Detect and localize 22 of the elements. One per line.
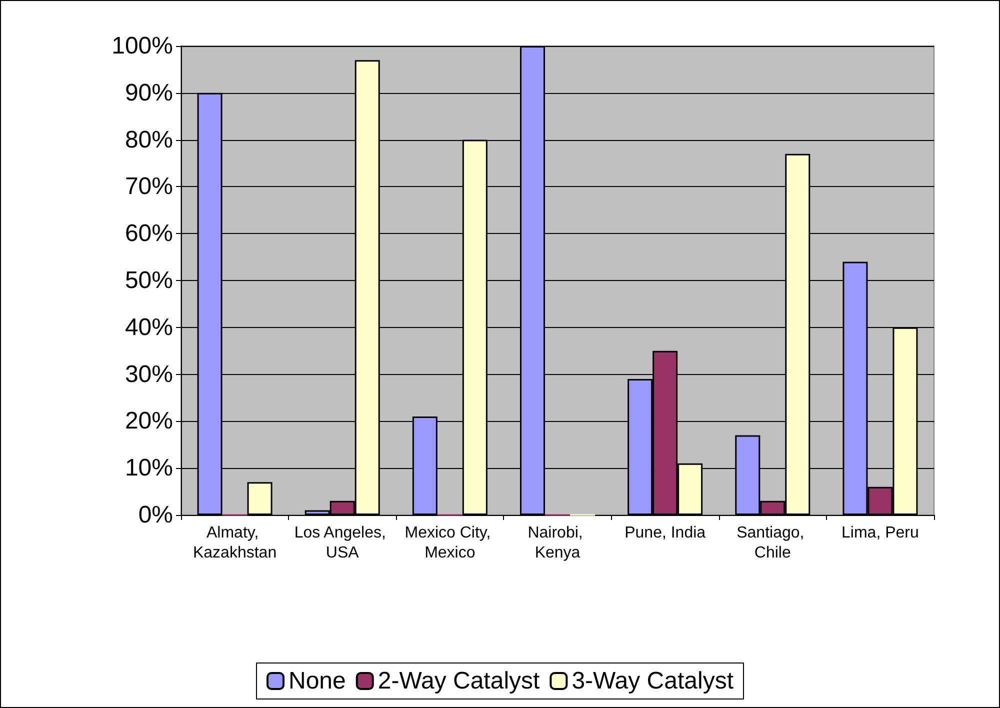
x-tick-label: Santiago, Chile <box>736 524 809 562</box>
y-tick-label: 50% <box>124 267 173 294</box>
y-tick-label: 90% <box>124 79 173 106</box>
x-tick-label: Almaty, Kazakhstan <box>192 524 277 562</box>
y-tick-label: 0% <box>138 502 173 528</box>
x-tick-label: Nairobi, Kenya <box>528 524 588 562</box>
y-tick-label: 10% <box>124 454 173 482</box>
legend-label: None <box>288 668 346 694</box>
x-tick-label: Mexico City, Mexico <box>404 524 496 562</box>
x-tick-label: Lima, Peru <box>842 524 919 542</box>
y-tick-label: 20% <box>124 408 173 435</box>
y-tick-label: 80% <box>124 126 173 154</box>
y-tick-label: 100% <box>112 32 173 60</box>
x-tick-label: Pune, India <box>624 524 706 542</box>
y-tick-label: 60% <box>124 220 173 248</box>
x-tick-label: Los Angeles, USA <box>294 524 390 562</box>
y-tick-label: 70% <box>124 173 173 200</box>
y-tick-label: 30% <box>124 360 173 388</box>
y-tick-label: 40% <box>124 314 173 341</box>
legend-label: 2-Way Catalyst <box>378 668 540 694</box>
bar <box>247 482 272 515</box>
legend-label: 3-Way Catalyst <box>572 668 734 694</box>
